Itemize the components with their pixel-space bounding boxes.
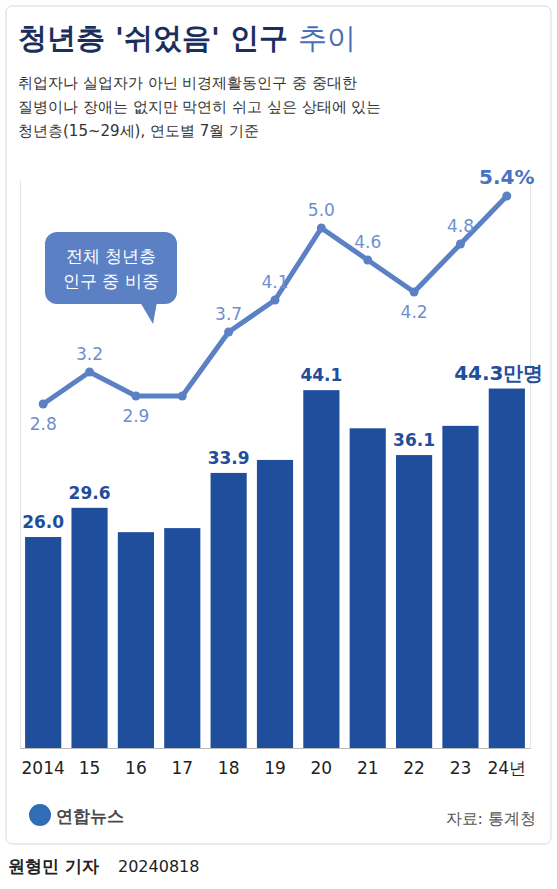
bar [257,460,293,748]
line-label: 4.8 [447,216,474,236]
bar [164,528,200,748]
x-tick-label: 21 [357,758,379,778]
callout-box [45,232,177,304]
line [43,196,507,404]
x-tick-label: 20 [311,758,333,778]
bar-label: 44.1 [300,365,342,385]
bar-label: 29.6 [69,483,111,503]
marker [410,288,419,297]
y-axis-line [20,181,21,749]
subtitle: 청년층(15~29세), 연도별 7월 기준 [18,122,259,140]
x-tick: 16 [125,748,147,778]
date: 20240818 [118,857,199,876]
x-tick: 24년 [487,748,526,778]
marker [85,368,94,377]
x-tick-label: 23 [450,758,472,778]
bar [118,532,154,748]
x-tick: 20 [311,748,333,778]
line-label: 4.6 [354,232,381,252]
bar-label: 44.3만명 [454,361,543,385]
line-label: 3.2 [76,344,103,364]
x-tick: 15 [79,748,101,778]
bar [350,428,386,748]
bar-label: 33.9 [208,448,250,468]
bar [489,389,525,748]
x-tick-label: 15 [79,758,101,778]
chart: 청년층 '쉬었음' 인구 추이취업자나 실업자가 아닌 비경제활동인구 중 중대… [0,0,557,889]
x-tick-label: 2014 [22,758,65,778]
marker [456,240,465,249]
line-label: 2.9 [122,406,149,426]
credit: 연합뉴스 [56,806,124,826]
marker [131,392,140,401]
line-label: 4.1 [261,272,288,292]
x-tick-label: 16 [125,758,147,778]
line-label: 2.8 [30,414,57,434]
x-axis: 2014 15 16 17 18 19 20 21 22 23 24년 [21,748,531,778]
bar-label: 26.0 [22,512,64,532]
bar [442,426,478,748]
subtitle: 취업자나 실업자가 아닌 비경제활동인구 중 중대한 [18,74,357,92]
bar [303,390,339,748]
x-axis-line [21,748,531,749]
x-tick-label: 22 [403,758,425,778]
y2-axis [530,181,531,749]
series-name: 전체 청년층인구 중 비중 [63,246,159,291]
bar [396,455,432,748]
x-tick: 23 [450,748,472,778]
callout-tail [140,302,157,324]
y-axis [20,181,21,749]
bar [211,473,247,748]
source: 자료: 통계청 [446,809,536,828]
byline: 원형민 기자 [8,856,99,876]
data-labels: 26.029.6 33.9 44.1 36.1 44.3만명 2.8 3.2 2.9 3.7 4.… [22,165,543,532]
x-tick: 21 [357,748,379,778]
x-tick-label: 19 [264,758,286,778]
x-tick: 18 [218,748,240,778]
x-tick-label: 18 [218,758,240,778]
line-label: 5.0 [308,200,335,220]
frame [6,6,551,844]
marker [39,400,48,409]
subtitle: 질병이나 장애는 없지만 막연히 쉬고 싶은 상태에 있는 [18,98,381,116]
bar [25,537,61,748]
x-tick: 22 [403,748,425,778]
x-tick: 17 [171,748,193,778]
line-label: 4.2 [401,302,428,322]
marker [502,192,511,201]
marker [317,224,326,233]
marker [224,328,233,337]
marker [178,392,187,401]
logo [29,804,51,826]
marker [363,256,372,265]
bar [71,508,107,748]
title: 청년층 '쉬었음' 인구 추이 [18,21,356,55]
line-label: 5.4% [479,165,534,189]
bar-label: 36.1 [393,430,435,450]
y2-axis-line [530,181,531,749]
x-tick-label: 17 [171,758,193,778]
x-tick-label: 24년 [487,758,526,778]
plot-area [25,192,525,749]
line-label: 3.7 [215,304,242,324]
x-tick: 2014 [22,748,65,778]
x-tick: 19 [264,748,286,778]
marker [271,296,280,305]
